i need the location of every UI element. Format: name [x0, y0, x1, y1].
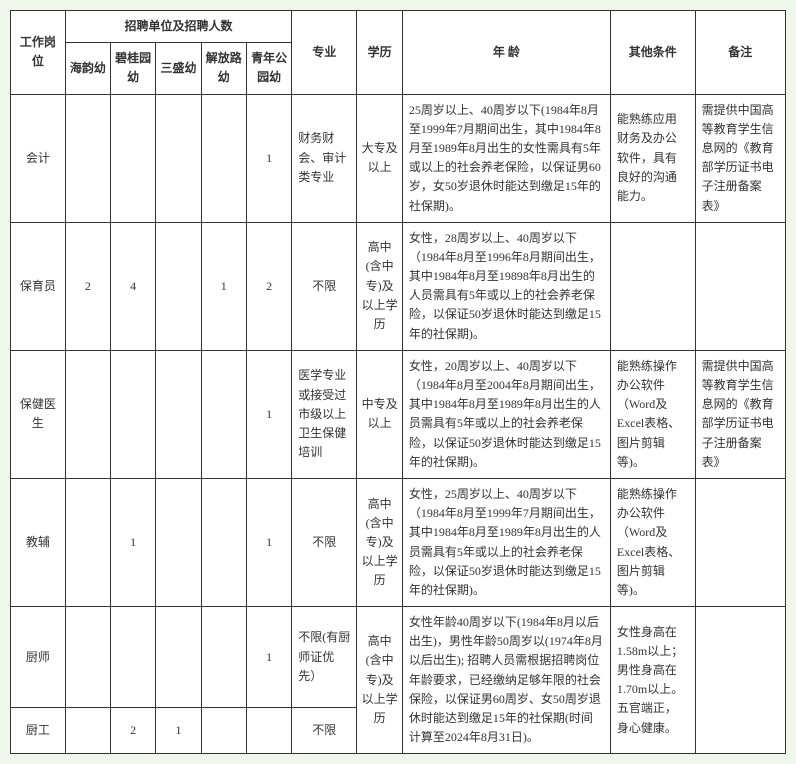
cell-major: 财务财会、审计类专业: [292, 94, 357, 222]
cell-major: 不限: [292, 708, 357, 754]
cell-major: 不限(有厨师证优先）: [292, 607, 357, 708]
header-unit-3: 解放路幼: [201, 43, 246, 94]
cell-age: 女性，20周岁以上、40周岁以下（1984年8月至2004年8月期间出生，其中1…: [402, 350, 610, 478]
header-age: 年 龄: [402, 11, 610, 95]
cell-major: 医学专业或接受过市级以上卫生保健培训: [292, 350, 357, 478]
cell-count: 1: [156, 708, 201, 754]
cell-education: 大专及以上: [357, 94, 403, 222]
cell-count: 2: [246, 222, 291, 350]
cell-other: 能熟练操作办公软件（Word及Excel表格、图片剪辑等)。: [610, 350, 695, 478]
cell-count: [201, 708, 246, 754]
header-other: 其他条件: [610, 11, 695, 95]
header-major: 专业: [292, 11, 357, 95]
cell-count: [65, 350, 110, 478]
table-row: 会计 1 财务财会、审计类专业 大专及以上 25周岁以上、40周岁以下(1984…: [11, 94, 786, 222]
cell-count: [156, 222, 201, 350]
cell-major: 不限: [292, 478, 357, 606]
cell-count: [65, 94, 110, 222]
cell-position: 厨师: [11, 607, 66, 708]
cell-other: [610, 222, 695, 350]
cell-count: [65, 607, 110, 708]
cell-remark: [695, 222, 785, 350]
cell-count: [156, 607, 201, 708]
cell-count: [201, 350, 246, 478]
cell-position: 教辅: [11, 478, 66, 606]
cell-count: 1: [246, 607, 291, 708]
cell-other: 能熟练应用财务及办公软件，具有良好的沟通能力。: [610, 94, 695, 222]
cell-age: 25周岁以上、40周岁以下(1984年8月至1999年7月期间出生，其中1984…: [402, 94, 610, 222]
header-unit-4: 青年公园幼: [246, 43, 291, 94]
cell-count: 2: [110, 708, 155, 754]
cell-education: 高中(含中专)及以上学历: [357, 478, 403, 606]
cell-count: 1: [246, 94, 291, 222]
header-unit-0: 海韵幼: [65, 43, 110, 94]
cell-other: 女性身高在1.58m以上；男性身高在1.70m以上。五官端正，身心健康。: [610, 607, 695, 754]
cell-count: 1: [201, 222, 246, 350]
cell-count: [156, 94, 201, 222]
table-row: 厨师 1 不限(有厨师证优先） 高中(含中专)及以上学历 女性年龄40周岁以下(…: [11, 607, 786, 708]
table-row: 保育员 2 4 1 2 不限 高中(含中专)及以上学历 女性，28周岁以上、40…: [11, 222, 786, 350]
cell-remark: [695, 478, 785, 606]
cell-remark: 需提供中国高等教育学生信息网的《教育部学历证书电子注册备案表》: [695, 350, 785, 478]
cell-count: [201, 607, 246, 708]
cell-count: [110, 350, 155, 478]
table-row: 保健医生 1 医学专业或接受过市级以上卫生保健培训 中专及以上 女性，20周岁以…: [11, 350, 786, 478]
cell-count: [201, 94, 246, 222]
cell-count: [110, 94, 155, 222]
header-unit-2: 三盛幼: [156, 43, 201, 94]
cell-remark: 需提供中国高等教育学生信息网的《教育部学历证书电子注册备案表》: [695, 94, 785, 222]
cell-count: 1: [110, 478, 155, 606]
cell-other: 能熟练操作办公软件（Word及Excel表格、图片剪辑等)。: [610, 478, 695, 606]
header-row-1: 工作岗位 招聘单位及招聘人数 专业 学历 年 龄 其他条件 备注: [11, 11, 786, 43]
header-unit-1: 碧桂园幼: [110, 43, 155, 94]
table-row: 教辅 1 1 不限 高中(含中专)及以上学历 女性，25周岁以上、40周岁以下（…: [11, 478, 786, 606]
cell-remark: [695, 607, 785, 754]
cell-age: 女性，25周岁以上、40周岁以下（1984年8月至1999年7月期间出生，其中1…: [402, 478, 610, 606]
cell-count: [65, 708, 110, 754]
cell-education: 高中(含中专)及以上学历: [357, 607, 403, 754]
cell-position: 保健医生: [11, 350, 66, 478]
cell-count: 1: [246, 478, 291, 606]
header-units: 招聘单位及招聘人数: [65, 11, 292, 43]
cell-count: [156, 478, 201, 606]
cell-position: 厨工: [11, 708, 66, 754]
header-education: 学历: [357, 11, 403, 95]
cell-major: 不限: [292, 222, 357, 350]
cell-education: 高中(含中专)及以上学历: [357, 222, 403, 350]
cell-count: [156, 350, 201, 478]
cell-count: [201, 478, 246, 606]
recruitment-table: 工作岗位 招聘单位及招聘人数 专业 学历 年 龄 其他条件 备注 海韵幼 碧桂园…: [10, 10, 786, 754]
cell-count: 1: [246, 350, 291, 478]
cell-count: [65, 478, 110, 606]
header-remark: 备注: [695, 11, 785, 95]
cell-age: 女性年龄40周岁以下(1984年8月以后出生)，男性年龄50周岁以(1974年8…: [402, 607, 610, 754]
cell-count: 4: [110, 222, 155, 350]
header-position: 工作岗位: [11, 11, 66, 95]
cell-position: 会计: [11, 94, 66, 222]
cell-count: [246, 708, 291, 754]
cell-position: 保育员: [11, 222, 66, 350]
cell-age: 女性，28周岁以上、40周岁以下（1984年8月至1996年8月期间出生，其中1…: [402, 222, 610, 350]
cell-count: [110, 607, 155, 708]
cell-count: 2: [65, 222, 110, 350]
cell-education: 中专及以上: [357, 350, 403, 478]
